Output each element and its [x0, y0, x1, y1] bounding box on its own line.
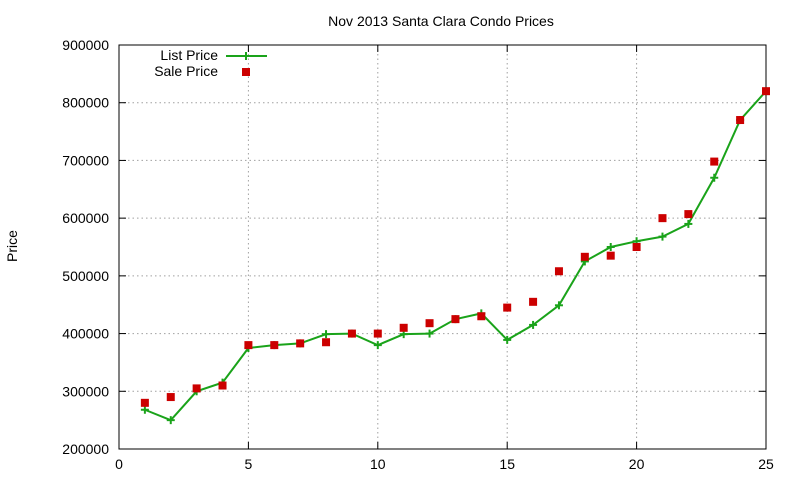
- x-tick-label: 10: [370, 456, 386, 472]
- sale-price-point: [762, 87, 770, 96]
- chart-title: Nov 2013 Santa Clara Condo Prices: [328, 13, 554, 29]
- x-tick-label: 15: [499, 456, 515, 472]
- x-tick-label: 20: [629, 456, 645, 472]
- grid: [119, 45, 766, 449]
- list-price-point: [658, 232, 667, 241]
- sale-price-point: [684, 210, 693, 219]
- sale-price-point: [554, 267, 563, 276]
- plot-frame: [118, 44, 767, 450]
- legend-label-sale-price: Sale Price: [154, 63, 218, 79]
- sale-price-point: [632, 243, 641, 251]
- y-axis-label: Price: [4, 230, 20, 262]
- sale-price-point: [218, 381, 227, 390]
- sale-price-point: [425, 319, 434, 328]
- legend-swatch-sale-square: [242, 68, 250, 76]
- legend-label-list-price: List Price: [160, 47, 218, 63]
- sale-price-point: [322, 338, 331, 347]
- sale-price-point: [477, 312, 486, 321]
- sale-price-point: [296, 339, 305, 348]
- list-price-point: [166, 416, 175, 425]
- sale-price-point: [451, 315, 460, 324]
- y-tick-label: 200000: [62, 441, 109, 457]
- list-price-point: [503, 335, 512, 344]
- y-tick-label: 300000: [62, 383, 109, 399]
- sale-price-point: [529, 297, 538, 306]
- sale-price-point: [192, 384, 201, 393]
- list-price-point: [529, 320, 538, 329]
- sale-price-point: [503, 303, 512, 312]
- x-tick-label: 5: [245, 456, 253, 472]
- x-tick-label: 0: [115, 456, 123, 472]
- y-tick-label: 400000: [62, 326, 109, 342]
- y-tick-label: 500000: [62, 268, 109, 284]
- y-tick-label: 900000: [62, 37, 109, 53]
- series: [140, 87, 770, 425]
- sale-price-point: [244, 341, 253, 350]
- list-price-line: [144, 90, 767, 422]
- sale-price-point: [270, 341, 279, 350]
- sale-price-point: [140, 398, 149, 407]
- sale-price-point: [580, 252, 589, 261]
- list-price-point: [322, 330, 331, 339]
- list-price-point: [710, 173, 719, 182]
- list-price-point: [554, 301, 563, 310]
- list-price-point: [606, 243, 615, 251]
- sale-price-point: [399, 323, 408, 332]
- x-tick-label: 25: [758, 456, 774, 472]
- sale-price-point: [658, 214, 667, 223]
- y-tick-label: 800000: [62, 95, 109, 111]
- sale-price-point: [347, 329, 356, 338]
- sale-price-point: [736, 116, 745, 125]
- list-price-point: [684, 219, 693, 228]
- sale-price-point: [606, 251, 615, 260]
- y-tick-label: 700000: [62, 152, 109, 168]
- sale-price-point: [373, 329, 382, 338]
- sale-price-point: [166, 393, 175, 402]
- list-price-point: [425, 329, 434, 338]
- axes: 0 5 10 15 20 25 200000 300000 400000 500000 600000…: [62, 37, 774, 472]
- list-price-point: [373, 341, 382, 350]
- sale-price-point: [710, 157, 719, 166]
- list-price-point: [140, 405, 149, 414]
- y-tick-label: 600000: [62, 210, 109, 226]
